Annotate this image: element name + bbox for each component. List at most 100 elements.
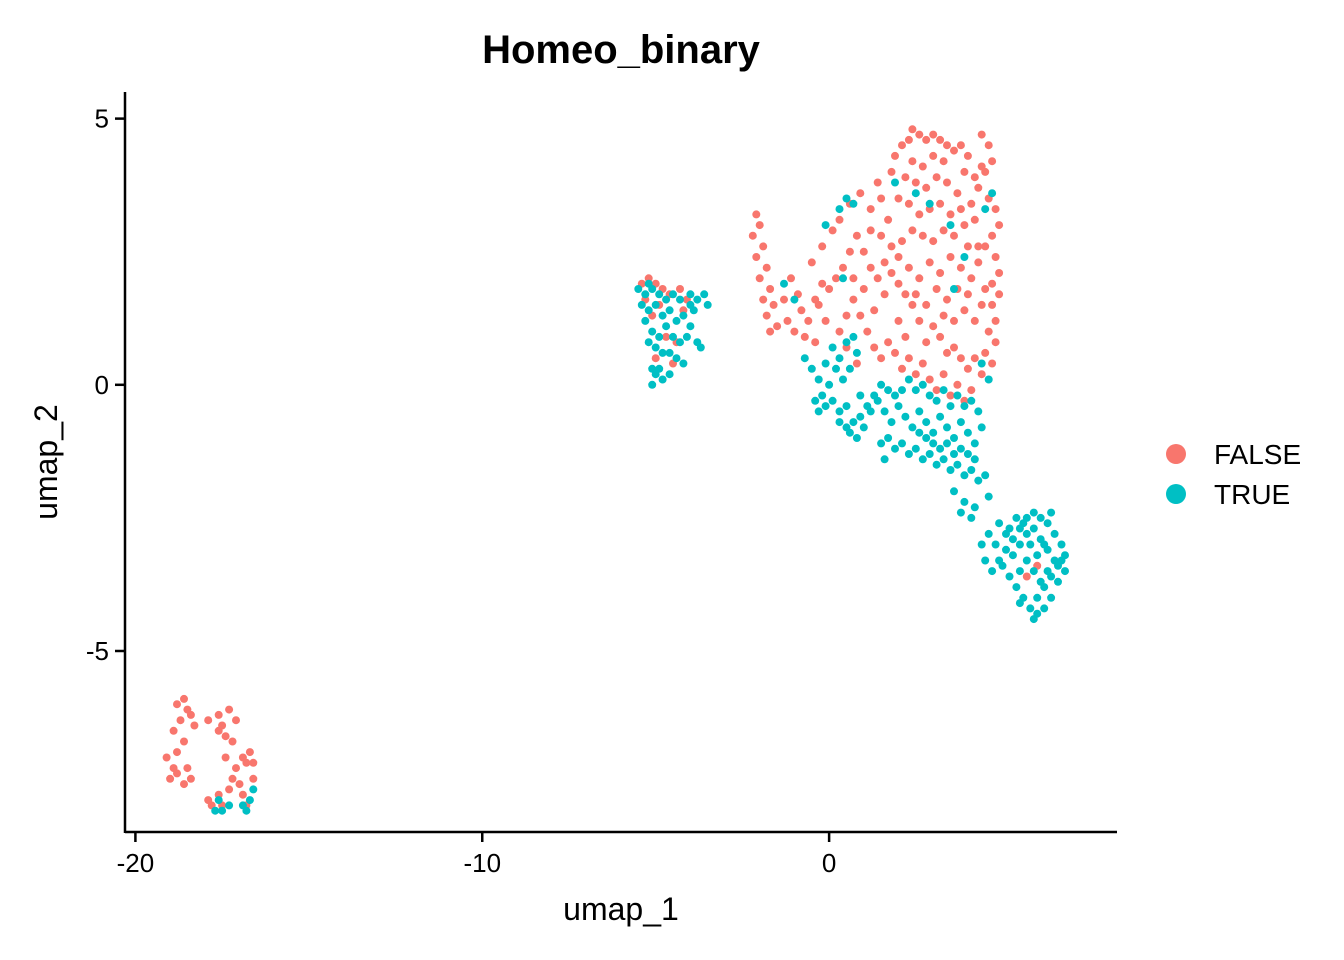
data-point-false bbox=[991, 338, 1000, 347]
data-point-false bbox=[960, 306, 969, 315]
data-point-false bbox=[849, 295, 858, 304]
data-point-true bbox=[898, 439, 906, 448]
data-point-true bbox=[936, 444, 945, 453]
data-point-true bbox=[842, 194, 851, 203]
data-point-true bbox=[658, 375, 667, 384]
data-point-false bbox=[918, 162, 927, 171]
data-point-true bbox=[648, 327, 657, 336]
data-point-true bbox=[828, 396, 837, 405]
data-point-false bbox=[790, 327, 799, 336]
data-point-true bbox=[676, 295, 684, 304]
data-point-true bbox=[1022, 556, 1031, 565]
data-point-true bbox=[967, 513, 976, 522]
data-point-false bbox=[936, 135, 945, 144]
data-point-true bbox=[943, 439, 951, 448]
data-point-false bbox=[894, 194, 903, 203]
data-point-true bbox=[662, 322, 671, 331]
data-point-false bbox=[828, 226, 837, 235]
data-point-false bbox=[898, 141, 906, 150]
data-point-true bbox=[953, 391, 962, 400]
data-point-true bbox=[946, 221, 955, 230]
data-point-false bbox=[936, 199, 945, 208]
data-point-false bbox=[936, 332, 945, 341]
data-point-true bbox=[946, 466, 955, 474]
data-point-false bbox=[866, 263, 875, 272]
data-point-true bbox=[1019, 519, 1028, 528]
data-point-true bbox=[225, 801, 234, 810]
data-point-false bbox=[963, 364, 972, 373]
data-point-false bbox=[939, 311, 948, 320]
data-point-true bbox=[835, 418, 844, 427]
data-point-true bbox=[1026, 604, 1035, 613]
data-point-true bbox=[963, 450, 972, 458]
data-point-false bbox=[908, 226, 917, 235]
x-tick-label: 0 bbox=[822, 848, 836, 878]
y-tick-label: -5 bbox=[86, 636, 109, 666]
data-point-false bbox=[842, 311, 851, 320]
data-point-false bbox=[922, 338, 931, 347]
data-point-false bbox=[950, 343, 958, 352]
data-point-true bbox=[960, 471, 969, 480]
x-tick-label: -10 bbox=[463, 848, 501, 878]
data-point-false bbox=[214, 710, 223, 719]
data-point-false bbox=[887, 269, 896, 277]
data-point-true bbox=[1047, 508, 1056, 517]
data-point-false bbox=[870, 306, 879, 315]
data-point-true bbox=[1002, 545, 1010, 554]
data-point-false bbox=[766, 285, 775, 293]
data-point-false bbox=[235, 780, 244, 789]
data-point-true bbox=[648, 364, 657, 373]
data-point-false bbox=[984, 141, 993, 150]
data-point-false bbox=[995, 221, 1004, 230]
data-point-true bbox=[811, 396, 820, 405]
data-point-true bbox=[981, 205, 990, 214]
data-point-false bbox=[946, 253, 955, 261]
data-point-true bbox=[970, 439, 979, 448]
data-point-false bbox=[898, 237, 906, 246]
legend-label-true: TRUE bbox=[1214, 479, 1290, 510]
data-point-false bbox=[953, 189, 962, 198]
data-point-true bbox=[1029, 508, 1038, 517]
data-point-false bbox=[221, 753, 230, 762]
data-point-true bbox=[828, 343, 837, 352]
data-point-false bbox=[173, 700, 181, 709]
data-point-true bbox=[891, 444, 899, 453]
data-point-false bbox=[929, 237, 938, 246]
data-point-false bbox=[939, 157, 948, 166]
data-point-true bbox=[877, 439, 886, 448]
data-point-true bbox=[956, 418, 965, 427]
data-point-true bbox=[922, 418, 931, 427]
data-point-true bbox=[832, 364, 840, 373]
data-point-true bbox=[1033, 593, 1042, 602]
data-point-true bbox=[974, 476, 983, 485]
data-point-false bbox=[180, 694, 188, 703]
data-point-false bbox=[755, 274, 764, 283]
data-point-false bbox=[901, 173, 910, 182]
data-point-true bbox=[904, 375, 913, 384]
data-point-false bbox=[967, 274, 976, 283]
data-point-true bbox=[682, 332, 691, 341]
data-point-true bbox=[884, 386, 893, 395]
data-point-false bbox=[960, 167, 969, 176]
data-point-false bbox=[245, 748, 254, 757]
data-point-true bbox=[988, 189, 997, 198]
data-point-true bbox=[665, 370, 674, 379]
data-point-true bbox=[950, 450, 958, 458]
data-point-true bbox=[922, 434, 931, 442]
data-point-false bbox=[877, 231, 886, 240]
data-point-true bbox=[679, 311, 688, 320]
data-point-false bbox=[929, 322, 938, 331]
data-point-true bbox=[651, 343, 660, 352]
data-point-true bbox=[956, 444, 965, 453]
data-point-true bbox=[977, 359, 986, 368]
data-point-true bbox=[887, 418, 896, 427]
data-point-false bbox=[849, 274, 858, 283]
data-point-false bbox=[186, 710, 195, 719]
data-point-false bbox=[956, 141, 965, 150]
data-point-true bbox=[242, 806, 251, 815]
data-point-false bbox=[956, 205, 965, 214]
data-point-false bbox=[180, 737, 188, 746]
data-point-true bbox=[1015, 540, 1024, 549]
data-point-true bbox=[932, 460, 941, 469]
